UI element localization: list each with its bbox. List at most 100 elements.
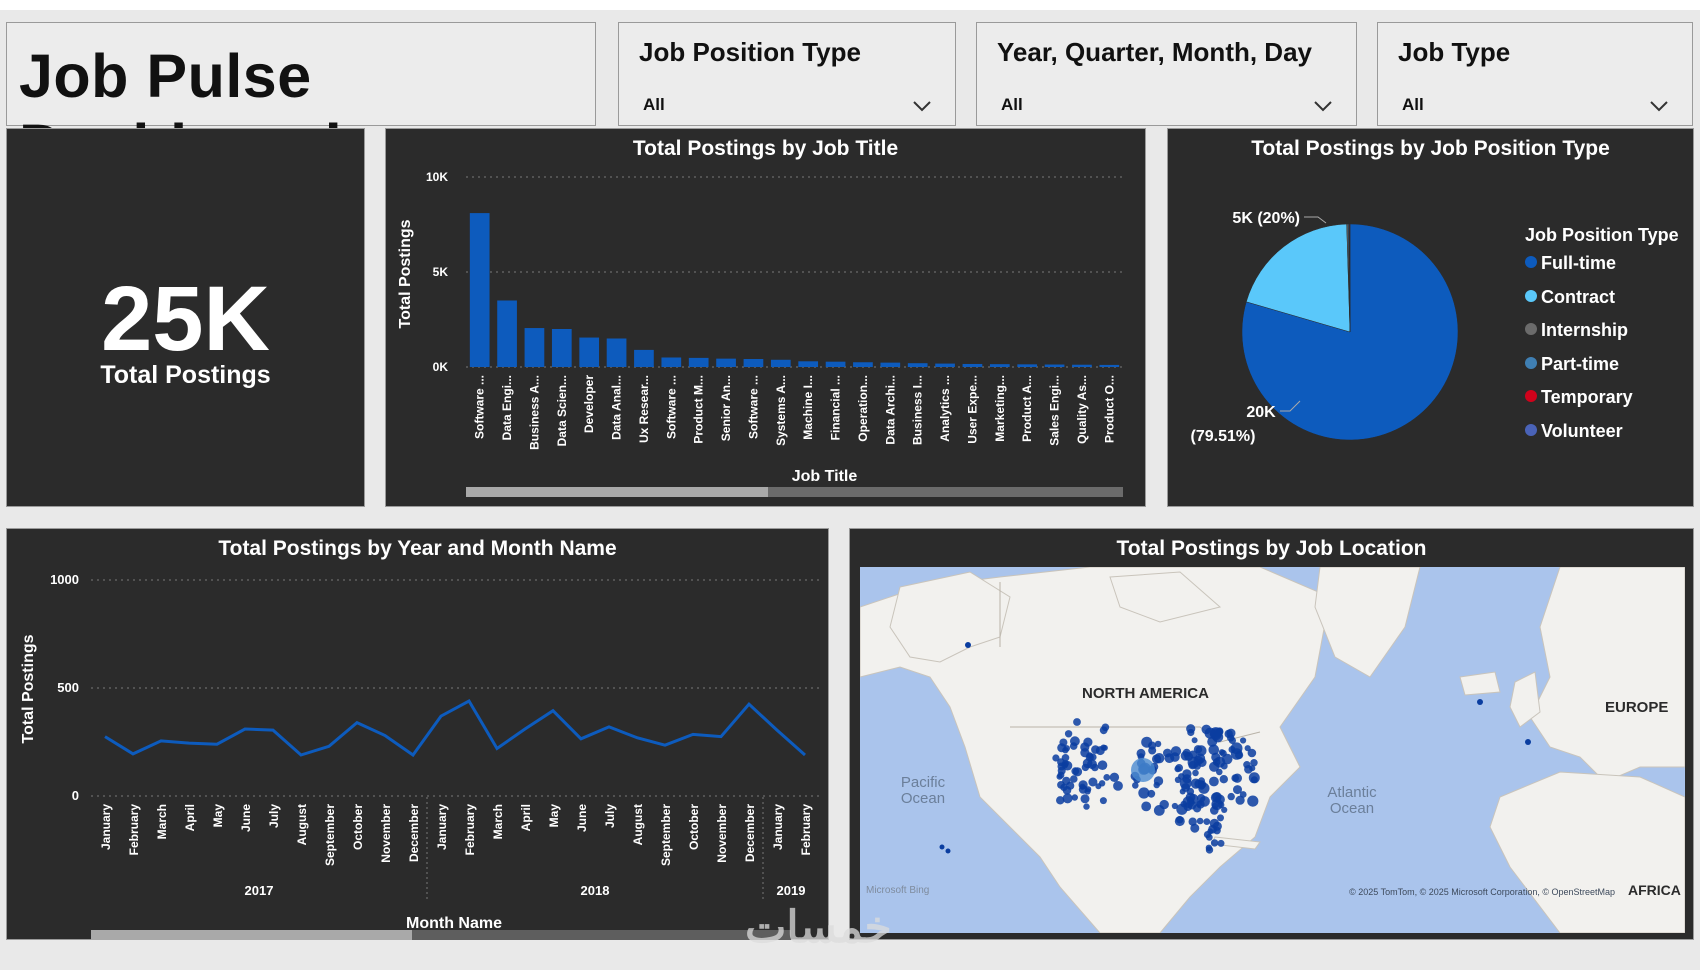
- legend-marker: [1525, 323, 1537, 336]
- y-tick-label: 10K: [426, 170, 448, 184]
- location-dot: [1154, 740, 1162, 748]
- x-tick-label: November: [715, 804, 729, 863]
- location-dot: [1057, 766, 1066, 775]
- map-panel: Total Postings by Job Location: [849, 528, 1694, 940]
- leader-line: [1280, 400, 1301, 412]
- location-dot: [1212, 821, 1222, 831]
- kpi-card: 25K Total Postings: [6, 128, 365, 507]
- location-dot: [965, 642, 971, 648]
- legend-item[interactable]: Temporary: [1525, 387, 1633, 408]
- location-dots: [939, 642, 1531, 854]
- map-label-europe: EUROPE: [1605, 699, 1669, 716]
- slicer-label: Job Position Type: [639, 37, 861, 67]
- horizontal-scrollbar[interactable]: [466, 487, 1123, 497]
- location-dot: [1209, 776, 1219, 787]
- legend-label: Temporary: [1541, 387, 1633, 407]
- slicer-job-position-type[interactable]: Job Position Type All: [618, 22, 956, 126]
- x-tick-label: Data Engi...: [500, 375, 514, 440]
- location-dot: [1091, 745, 1100, 754]
- bar: [935, 363, 955, 367]
- legend-label: Internship: [1541, 320, 1629, 340]
- kpi-value: 25K: [101, 268, 270, 370]
- location-dot: [1070, 775, 1078, 783]
- location-dot: [1211, 802, 1219, 810]
- x-tick-label: January: [435, 804, 449, 850]
- chart-title: Total Postings by Job Location: [1116, 537, 1427, 560]
- slicer-job-type[interactable]: Job Type All: [1377, 22, 1693, 126]
- pie-chart-panel: Total Postings by Job Position Type 5K (…: [1167, 128, 1694, 507]
- map-label-north-america: NORTH AMERICA: [1082, 685, 1209, 702]
- legend-label: Contract: [1541, 286, 1616, 307]
- map-viewport[interactable]: NORTH AMERICA EUROPE AFRICA Pacific Ocea…: [860, 567, 1685, 933]
- legend-item[interactable]: Part-time: [1525, 354, 1619, 375]
- location-dot: [1178, 773, 1185, 780]
- slicer-date-hierarchy[interactable]: Year, Quarter, Month, Day All: [976, 22, 1357, 126]
- location-dot: [1103, 774, 1111, 781]
- bar: [798, 361, 819, 367]
- bar: [688, 357, 709, 367]
- map-label-africa: AFRICA: [1628, 882, 1681, 898]
- location-dot: [1138, 787, 1150, 799]
- x-tick-label: Financial ...: [829, 375, 843, 440]
- slicer-value[interactable]: All: [643, 95, 665, 114]
- location-dot: [1073, 718, 1081, 726]
- location-dot: [1196, 817, 1204, 825]
- pie-data-label: (79.51%): [1191, 428, 1256, 445]
- chevron-down-icon[interactable]: [911, 95, 933, 117]
- legend-label: Volunteer: [1541, 420, 1623, 441]
- map-attribution[interactable]: © 2025 TomTom, © 2025 Microsoft Corporat…: [1349, 887, 1615, 897]
- slicer-value[interactable]: All: [1001, 95, 1023, 114]
- world-map[interactable]: [860, 567, 1685, 933]
- y-axis-label: Total Postings: [20, 634, 37, 743]
- y-tick-label: 500: [57, 680, 79, 695]
- location-dot: [1235, 795, 1245, 805]
- legend-item[interactable]: Volunteer: [1525, 421, 1623, 442]
- location-dot: [1217, 839, 1225, 847]
- map-label-pacific: Pacific Ocean: [900, 774, 946, 807]
- location-dot: [1233, 785, 1242, 795]
- location-dot: [1207, 736, 1218, 747]
- x-tick-label: Business I...: [911, 375, 925, 445]
- chevron-down-icon[interactable]: [1312, 95, 1334, 117]
- x-tick-label: January: [99, 804, 113, 850]
- x-tick-label: October: [351, 804, 365, 850]
- location-dot: [1240, 737, 1247, 744]
- location-dot: [1175, 764, 1183, 772]
- location-dot: [1244, 745, 1251, 752]
- legend-marker: [1525, 423, 1537, 436]
- legend-item[interactable]: Contract: [1525, 287, 1615, 308]
- bar: [825, 361, 846, 367]
- chevron-down-icon[interactable]: [1648, 95, 1670, 117]
- horizontal-scrollbar[interactable]: [91, 930, 791, 940]
- bar: [1044, 364, 1065, 367]
- bar: [469, 213, 490, 367]
- location-dot: [1193, 762, 1201, 770]
- legend-label: Full-time: [1541, 253, 1616, 273]
- legend-marker: [1525, 356, 1537, 369]
- location-dot: [1217, 814, 1224, 822]
- legend-item[interactable]: Internship: [1525, 320, 1628, 341]
- location-dot: [1221, 806, 1228, 813]
- y-axis-label: Total Postings: [397, 219, 414, 328]
- chart-title: Total Postings by Year and Month Name: [218, 537, 617, 560]
- slicer-value[interactable]: All: [1402, 95, 1424, 114]
- location-dot: [1062, 793, 1073, 804]
- x-tick-label: July: [603, 804, 617, 828]
- location-dot: [1080, 794, 1090, 804]
- bar: [1017, 364, 1038, 367]
- location-dot: [1249, 765, 1256, 772]
- land-europe: [1529, 567, 1685, 783]
- scrollbar-thumb[interactable]: [466, 487, 768, 497]
- scrollbar-thumb[interactable]: [91, 930, 412, 940]
- location-dot: [1101, 744, 1108, 751]
- bar: [962, 363, 983, 367]
- x-axis-label: Month Name: [406, 915, 502, 932]
- legend-label: Part-time: [1541, 353, 1620, 374]
- legend-item[interactable]: Full-time: [1525, 253, 1616, 274]
- location-dot: [1141, 801, 1152, 812]
- pie-slice: [1245, 223, 1351, 333]
- y-tick-label: 0K: [433, 360, 449, 374]
- map-label-atlantic: Atlantic Ocean: [1327, 784, 1377, 817]
- location-dot: [1148, 746, 1157, 755]
- location-dot: [1141, 736, 1153, 748]
